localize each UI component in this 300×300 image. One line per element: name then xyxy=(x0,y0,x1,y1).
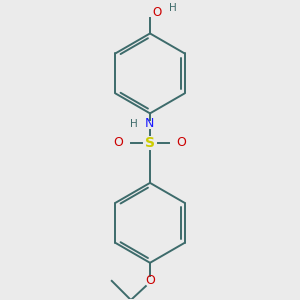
Text: O: O xyxy=(114,136,124,149)
Text: H: H xyxy=(169,3,177,13)
Text: H: H xyxy=(130,119,138,129)
Text: S: S xyxy=(145,136,155,150)
Text: O: O xyxy=(176,136,186,149)
Text: O: O xyxy=(153,6,162,19)
Text: O: O xyxy=(145,274,155,287)
Text: N: N xyxy=(145,117,154,130)
